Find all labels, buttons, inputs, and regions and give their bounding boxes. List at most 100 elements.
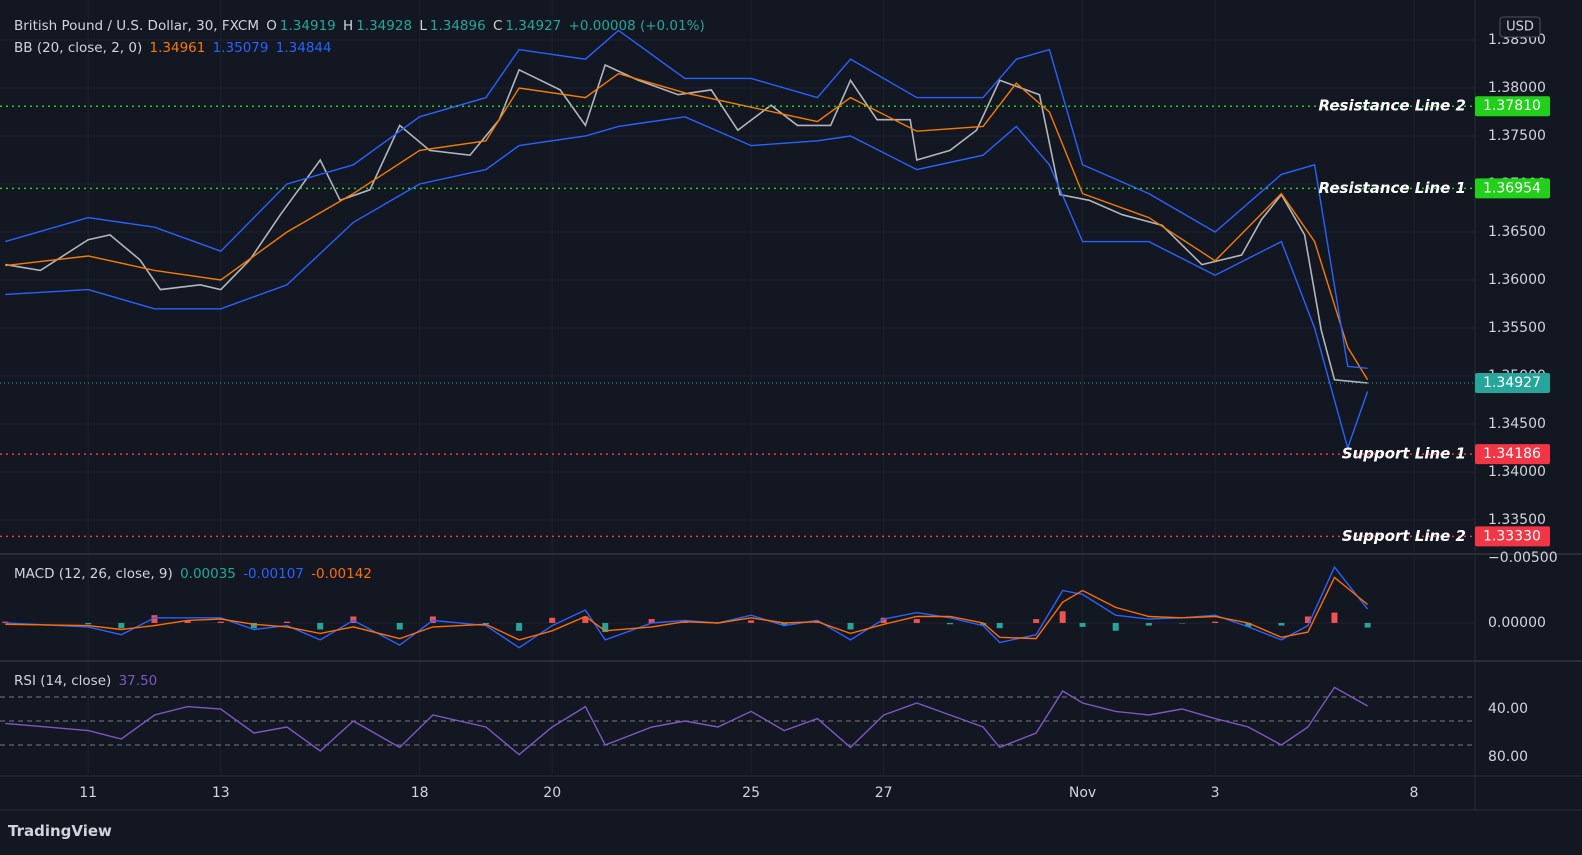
histogram-bar — [1033, 619, 1040, 623]
histogram-bar — [648, 619, 655, 623]
y-tick-label: 1.33500 — [1488, 512, 1546, 528]
currency-box — [1499, 16, 1541, 38]
histogram-bar — [1178, 622, 1185, 624]
level-label: Resistance Line 1 — [1319, 179, 1466, 197]
histogram-bar — [1079, 622, 1086, 627]
histogram-bar — [549, 617, 556, 623]
histogram-bar — [250, 622, 257, 629]
price-tag — [1475, 526, 1550, 547]
histogram-bar — [396, 622, 403, 630]
x-tick-label: 27 — [875, 785, 893, 801]
ohlc-label: H — [343, 18, 354, 34]
price-axis-bg — [1475, 0, 1582, 810]
x-tick-label: 20 — [543, 785, 561, 801]
histogram-bar — [946, 622, 953, 625]
legend-value: 37.50 — [118, 673, 158, 689]
legend-value: 1.35079 — [212, 40, 269, 56]
x-tick-label: 11 — [79, 785, 97, 801]
histogram-bar — [582, 616, 589, 623]
x-tick-label: 25 — [742, 785, 760, 801]
x-tick-label: Nov — [1069, 785, 1096, 801]
y-tick-label: 80.00 — [1488, 749, 1528, 765]
price-legend: British Pound / U.S. Dollar, 30, FXCM O 1… — [14, 18, 708, 34]
histogram-bar — [980, 622, 987, 626]
histogram-bar — [1059, 611, 1066, 623]
ohlc-label: O — [266, 18, 277, 34]
indicator-label: RSI (14, close) — [14, 673, 112, 689]
price-tag-label: 1.34927 — [1483, 375, 1541, 391]
y-tick-label: 1.36500 — [1488, 224, 1546, 240]
histogram-bar — [284, 621, 291, 623]
currency-label: USD — [1506, 20, 1534, 35]
ohlc-value: 1.34896 — [429, 18, 486, 34]
histogram-bar — [1278, 622, 1285, 626]
histogram-bar — [781, 622, 788, 626]
histogram-bar — [118, 622, 125, 629]
bollinger-band — [5, 29, 1368, 369]
price-tag — [1475, 178, 1550, 199]
price-tag — [1475, 96, 1550, 117]
histogram-bar — [880, 617, 887, 623]
histogram-bar — [602, 622, 609, 633]
indicator-label: MACD (12, 26, close, 9) — [14, 566, 173, 582]
price-tag-label: 1.33330 — [1483, 528, 1541, 544]
ohlc-label: C — [492, 18, 503, 34]
histogram-bar — [151, 615, 158, 623]
x-tick-label: 18 — [411, 785, 429, 801]
legend-value: 1.34961 — [149, 40, 206, 56]
legend-value: -0.00142 — [311, 566, 372, 582]
histogram-bar — [85, 622, 92, 625]
histogram-bar — [1304, 616, 1311, 623]
legend-value: -0.00107 — [243, 566, 304, 582]
price-tag-label: 1.37810 — [1483, 98, 1541, 114]
histogram-bar — [2, 621, 9, 623]
macd-line — [5, 565, 1369, 649]
level-label: Resistance Line 2 — [1319, 97, 1466, 115]
y-tick-label: 0.00000 — [1488, 615, 1546, 631]
macd-legend: MACD (12, 26, close, 9) 0.00035 -0.00107… — [14, 566, 375, 582]
histogram-bar — [516, 622, 523, 631]
histogram-bar — [847, 622, 854, 630]
x-tick-label: 13 — [212, 785, 230, 801]
price-tag-label: 1.34186 — [1483, 446, 1541, 462]
y-tick-label: 1.37500 — [1488, 128, 1546, 144]
histogram-bar — [1112, 622, 1119, 631]
histogram-bar — [1145, 622, 1152, 626]
symbol-title: British Pound / U.S. Dollar, 30, FXCM — [14, 18, 259, 34]
rsi-legend: RSI (14, close) 37.50 — [14, 673, 160, 689]
y-tick-label: 1.35500 — [1488, 320, 1546, 336]
legend-value: 0.00035 — [180, 566, 236, 582]
y-tick-label: 1.36000 — [1488, 272, 1546, 288]
indicator-label: BB (20, close, 2, 0) — [14, 40, 143, 56]
x-tick-label: 8 — [1410, 785, 1419, 801]
price-tag-label: 1.36954 — [1483, 180, 1541, 196]
bollinger-band — [5, 72, 1369, 381]
level-label: Support Line 2 — [1342, 527, 1466, 545]
macd-line — [5, 576, 1369, 641]
y-tick-label: 1.38000 — [1488, 80, 1546, 96]
y-tick-label: 40.00 — [1488, 701, 1528, 717]
histogram-bar — [1364, 622, 1371, 628]
histogram-bar — [748, 620, 755, 623]
y-tick-label: −0.00500 — [1488, 550, 1558, 566]
ohlc-value: 1.34927 — [505, 18, 562, 34]
histogram-bar — [217, 621, 224, 623]
y-tick-label: 1.34500 — [1488, 416, 1546, 432]
x-tick-label: 3 — [1211, 785, 1220, 801]
histogram-bar — [317, 622, 324, 630]
y-tick-label: 1.34000 — [1488, 464, 1546, 480]
level-label: Support Line 1 — [1342, 445, 1466, 463]
price-change: +0.00008 (+0.01%) — [568, 18, 705, 34]
ohlc-value: 1.34928 — [356, 18, 413, 34]
histogram-bar — [996, 622, 1003, 629]
rsi-line — [5, 686, 1368, 756]
price-line — [5, 63, 1368, 384]
legend-value: 1.34844 — [275, 40, 332, 56]
histogram-bar — [1245, 622, 1252, 627]
histogram-bar — [1212, 621, 1219, 623]
price-tag — [1475, 444, 1550, 465]
bollinger-band — [5, 116, 1369, 451]
brand: TradingView — [8, 822, 112, 840]
